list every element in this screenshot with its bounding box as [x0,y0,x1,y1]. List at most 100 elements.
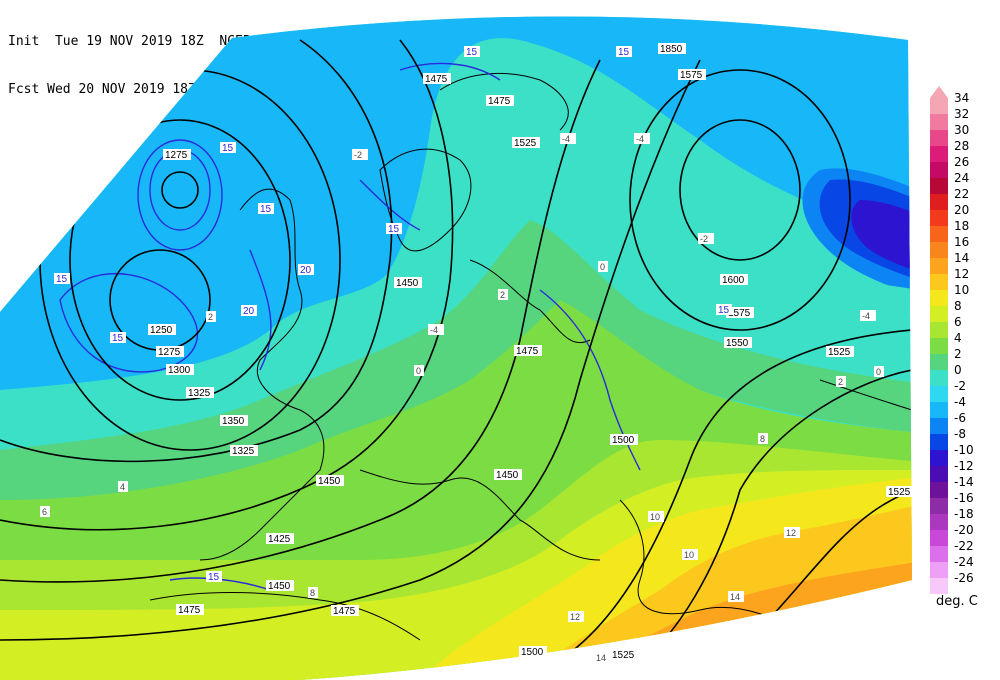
label-background [110,332,126,343]
label-background [352,149,368,160]
wind-label: 15 [222,143,234,154]
legend-label: 2 [954,347,962,361]
temp-label: 8 [760,434,765,444]
label-background [758,433,768,444]
legend-label: -26 [954,571,974,585]
height-label: 1325 [232,446,255,457]
legend-swatch [930,130,948,146]
label-background [423,73,451,84]
label-background [874,366,884,377]
legend-label: -24 [954,555,974,569]
temp-label: -4 [862,311,870,321]
temp-label: 10 [650,512,660,522]
wind-label: 15 [466,47,478,58]
height-label: 1575 [728,308,751,319]
label-background [658,43,686,54]
wind-label: 15 [56,274,68,285]
legend-unit-label: deg. C [936,594,978,609]
label-background [519,646,547,657]
legend-swatch [930,402,948,418]
legend-swatch [930,146,948,162]
label-background [206,311,216,322]
legend-swatch [930,482,948,498]
height-label: 1450 [268,581,291,592]
temp-label: 12 [786,528,796,538]
temp-label: 14 [596,653,606,663]
temp-label: -4 [430,325,438,335]
legend-label: -22 [954,539,974,553]
height-label: 1450 [496,470,519,481]
label-background [720,274,748,285]
height-label: 1500 [612,435,635,446]
legend-swatch [930,242,948,258]
label-background [594,652,610,663]
label-background [220,415,248,426]
wind-label: 15 [112,333,124,344]
legend-swatch [930,162,948,178]
label-background [598,261,608,272]
legend-label: -2 [954,379,966,393]
legend-label: -18 [954,507,974,521]
label-background [698,233,714,244]
height-label: 1550 [726,338,749,349]
temp-label: -4 [562,134,570,144]
legend-swatch [930,354,948,370]
height-label: 1475 [516,346,539,357]
height-label: 1475 [178,605,201,616]
legend-label: 10 [954,283,970,297]
height-label: 1525 [888,487,911,498]
label-background [648,511,664,522]
wind-label: 20 [243,306,255,317]
legend-label: 12 [954,267,970,281]
label-background [163,149,191,160]
legend-swatch [930,290,948,306]
temp-label: -4 [636,134,644,144]
temp-label: 6 [42,507,47,517]
temp-band-4 [0,300,912,600]
legend-label: 24 [954,171,970,185]
legend-label: -4 [954,395,966,409]
label-background [40,506,50,517]
height-label: 1450 [396,278,419,289]
legend-swatch [930,418,948,434]
height-label: 1525 [514,138,537,149]
height-label: 1600 [722,275,745,286]
wind-label: 15 [618,47,630,58]
label-background [560,133,576,144]
label-background [166,364,194,375]
label-background [678,69,706,80]
label-background [258,203,274,214]
legend-swatch [930,450,948,466]
height-label: 1450 [318,476,341,487]
temp-label: -2 [354,150,362,160]
wind-label: 15 [260,204,272,215]
label-background [568,611,584,622]
legend-swatch [930,370,948,386]
height-label: 1850 [660,44,683,55]
legend-swatch [930,338,948,354]
legend-label: 28 [954,139,970,153]
label-background [414,365,424,376]
wind-label: 20 [300,265,312,276]
temp-label: 2 [500,290,505,300]
legend-swatch [930,578,948,594]
label-background [464,46,480,57]
legend-label: -12 [954,459,974,473]
height-label: 1475 [333,606,356,617]
label-background [486,95,514,106]
wind-label: 15 [718,305,730,316]
label-background [724,337,752,348]
label-background [148,324,176,335]
legend-swatch [930,386,948,402]
height-label: 1325 [188,388,211,399]
label-background [428,324,444,335]
legend-label: -16 [954,491,974,505]
height-label: 1425 [268,534,291,545]
label-background [54,273,70,284]
legend-swatch [930,226,948,242]
label-background [230,445,258,456]
temp-label: 4 [120,482,125,492]
label-background [716,304,732,315]
